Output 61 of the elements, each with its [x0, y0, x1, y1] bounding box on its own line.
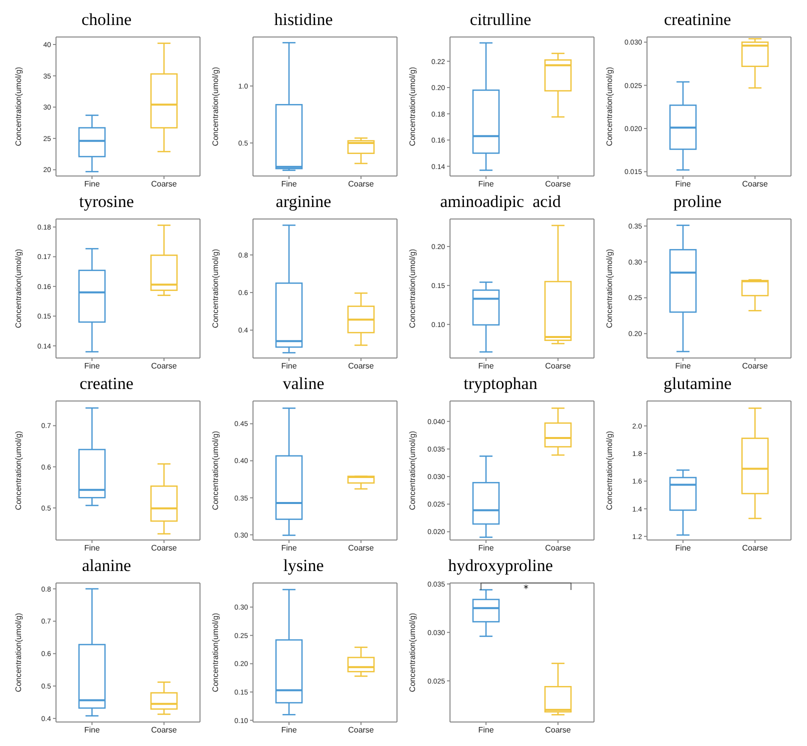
x-tick-label: Fine [281, 362, 298, 371]
y-axis-title: Concentration(umol/g) [408, 430, 417, 510]
x-tick-label: Fine [478, 180, 494, 189]
chart-title: tryptophan [462, 373, 538, 395]
y-axis-title: Concentration(umol/g) [210, 612, 220, 692]
x-tick-label: Fine [281, 544, 298, 553]
x-tick-label: Fine [84, 726, 100, 735]
x-tick-label: Fine [478, 726, 494, 735]
x-tick-label: Fine [84, 544, 100, 553]
y-axis-title: Concentration(umol/g) [14, 248, 23, 328]
y-axis-title: Concentration(umol/g) [14, 430, 23, 510]
chart-title: lysine [282, 555, 325, 577]
x-tick-label: Fine [478, 362, 494, 371]
x-tick-label: Fine [478, 544, 494, 553]
chart-title: glutamine [662, 373, 732, 395]
chart-title: choline [80, 9, 133, 31]
y-axis-title: Concentration(umol/g) [210, 66, 220, 146]
chart-title: arginine [274, 191, 332, 213]
y-axis-title: Concentration(umol/g) [408, 612, 417, 692]
chart-title: alanine [80, 555, 132, 577]
y-axis-title: Concentration(umol/g) [14, 612, 23, 692]
x-tick-label: Coarse [742, 180, 768, 189]
x-tick-label: Coarse [348, 726, 374, 735]
chart-title: tyrosine [78, 191, 135, 213]
annotation: * [522, 584, 530, 595]
y-axis-title: Concentration(umol/g) [210, 248, 220, 328]
x-tick-label: Fine [675, 544, 692, 553]
x-tick-label: Coarse [545, 726, 572, 735]
x-tick-label: Coarse [348, 544, 374, 553]
x-tick-label: Coarse [151, 544, 178, 553]
x-tick-label: Coarse [151, 180, 178, 189]
chart-title: creatine [78, 373, 134, 395]
x-tick-label: Fine [84, 362, 100, 371]
y-axis-title: Concentration(umol/g) [604, 248, 614, 328]
chart-title: valine [282, 373, 326, 395]
x-tick-label: Coarse [545, 362, 572, 371]
y-axis-title: Concentration(umol/g) [14, 66, 23, 146]
y-axis-title: Concentration(umol/g) [408, 248, 417, 328]
chart-title: proline [672, 191, 723, 213]
x-tick-label: Coarse [151, 362, 178, 371]
chart-title: creatinine [662, 9, 732, 31]
chart-title: aminoadipic acid [439, 191, 562, 213]
x-tick-label: Coarse [742, 362, 768, 371]
y-axis-title: Concentration(umol/g) [604, 66, 614, 146]
x-tick-label: Coarse [545, 180, 572, 189]
y-axis-title: Concentration(umol/g) [604, 430, 614, 510]
chart-title: histidine [273, 9, 334, 31]
x-tick-label: Coarse [545, 544, 572, 553]
chart-title: hydroxyproline [447, 555, 554, 577]
x-tick-label: Fine [675, 180, 692, 189]
x-tick-label: Coarse [151, 726, 178, 735]
y-axis-title: Concentration(umol/g) [408, 66, 417, 146]
x-tick-label: Coarse [348, 180, 374, 189]
x-tick-label: Fine [675, 362, 692, 371]
x-tick-label: Coarse [742, 544, 768, 553]
chart-title: citrulline [468, 9, 532, 31]
y-axis-title: Concentration(umol/g) [210, 430, 220, 510]
x-tick-label: Fine [281, 726, 298, 735]
x-tick-label: Coarse [348, 362, 374, 371]
x-tick-label: Fine [84, 180, 100, 189]
x-tick-label: Fine [281, 180, 298, 189]
